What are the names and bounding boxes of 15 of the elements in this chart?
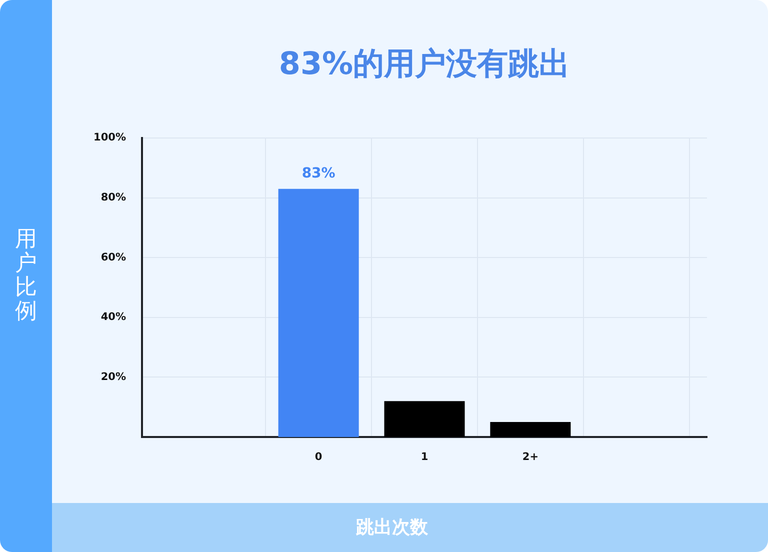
chart-title: 83%的用户没有跳出 [278, 45, 572, 84]
y-tick-label: 80% [100, 192, 126, 204]
bar [384, 401, 465, 437]
x-tick-label: 1 [420, 451, 428, 464]
bar [490, 422, 571, 437]
x-tick-label: 0 [314, 451, 322, 464]
y-axis-title: 用户比例 [14, 227, 38, 324]
data-label: 83% [302, 165, 336, 182]
x-tick-label: 2+ [522, 451, 538, 464]
y-tick-label: 60% [100, 251, 126, 264]
bar [278, 188, 359, 437]
y-tick-label: 20% [100, 370, 126, 383]
y-tick-label: 40% [100, 311, 126, 324]
x-axis-title: 跳出次数 [356, 516, 428, 540]
y-tick-label: 100% [94, 132, 126, 144]
